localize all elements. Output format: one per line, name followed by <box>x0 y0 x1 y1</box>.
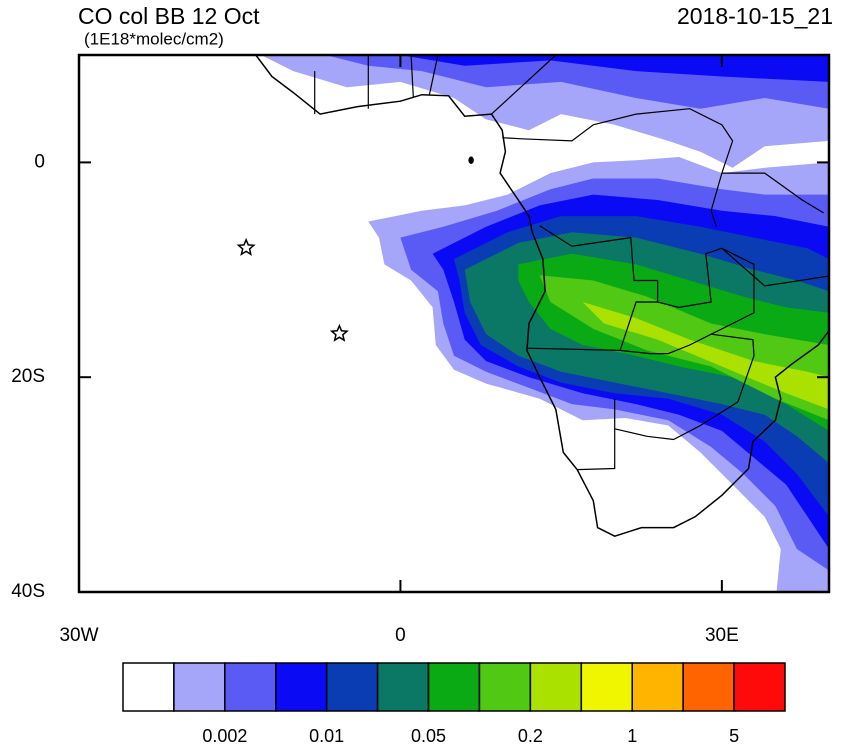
map-title: CO col BB 12 Oct <box>78 3 260 29</box>
x-tick-label: 30W <box>59 625 98 646</box>
colorbar-box <box>325 662 379 712</box>
country-border <box>577 398 616 471</box>
colorbar-label: 0.01 <box>309 726 344 746</box>
country-border <box>428 55 439 95</box>
country-border <box>721 172 824 214</box>
colorbar: 0.002 0.01 0.05 0.2 1 5 <box>122 662 786 746</box>
country-border <box>526 347 669 355</box>
coastline <box>254 55 829 538</box>
co-field <box>261 55 829 592</box>
country-border <box>502 108 734 227</box>
station-marker <box>329 323 349 342</box>
plot-frame <box>77 53 831 594</box>
colorbar-box <box>529 662 583 712</box>
colorbar-box <box>376 662 430 712</box>
x-tick-label: 30E <box>705 625 739 646</box>
y-tick-label: 0 <box>34 151 45 172</box>
colorbar-label: 1 <box>627 726 637 746</box>
x-tick-label: 0 <box>395 625 406 646</box>
colorbar-box <box>682 662 735 712</box>
y-tick-label: 20S <box>11 366 45 387</box>
axes: 30W 0 30E 0 20S 40S <box>11 55 829 646</box>
colorbar-box <box>733 662 786 712</box>
colorbar-box <box>275 662 328 712</box>
colorbar-label: 0.2 <box>518 726 543 746</box>
y-tick-label: 40S <box>11 581 45 602</box>
colorbar-box <box>580 662 633 712</box>
colorbar-box <box>427 662 481 712</box>
colorbar-box <box>173 662 226 712</box>
colorbar-box <box>122 662 175 712</box>
country-border <box>614 401 739 441</box>
colorbar-box <box>631 662 684 712</box>
colorbar-box <box>478 662 532 712</box>
island <box>468 156 474 165</box>
co-contour <box>582 302 829 410</box>
map-subtitle: (1E18*molec/cm2) <box>84 29 224 48</box>
valid-time: 2018-10-15_21 <box>677 3 833 29</box>
country-border <box>491 55 557 115</box>
country-border <box>410 55 414 97</box>
colorbar-label: 0.05 <box>411 726 446 746</box>
colorbar-label: 0.002 <box>202 726 247 746</box>
country-border <box>539 225 659 351</box>
country-border <box>668 333 755 403</box>
station-marker <box>236 237 256 256</box>
colorbar-label: 5 <box>729 726 739 746</box>
coastlines <box>254 55 829 538</box>
colorbar-box <box>224 662 277 712</box>
country-border <box>721 247 829 287</box>
